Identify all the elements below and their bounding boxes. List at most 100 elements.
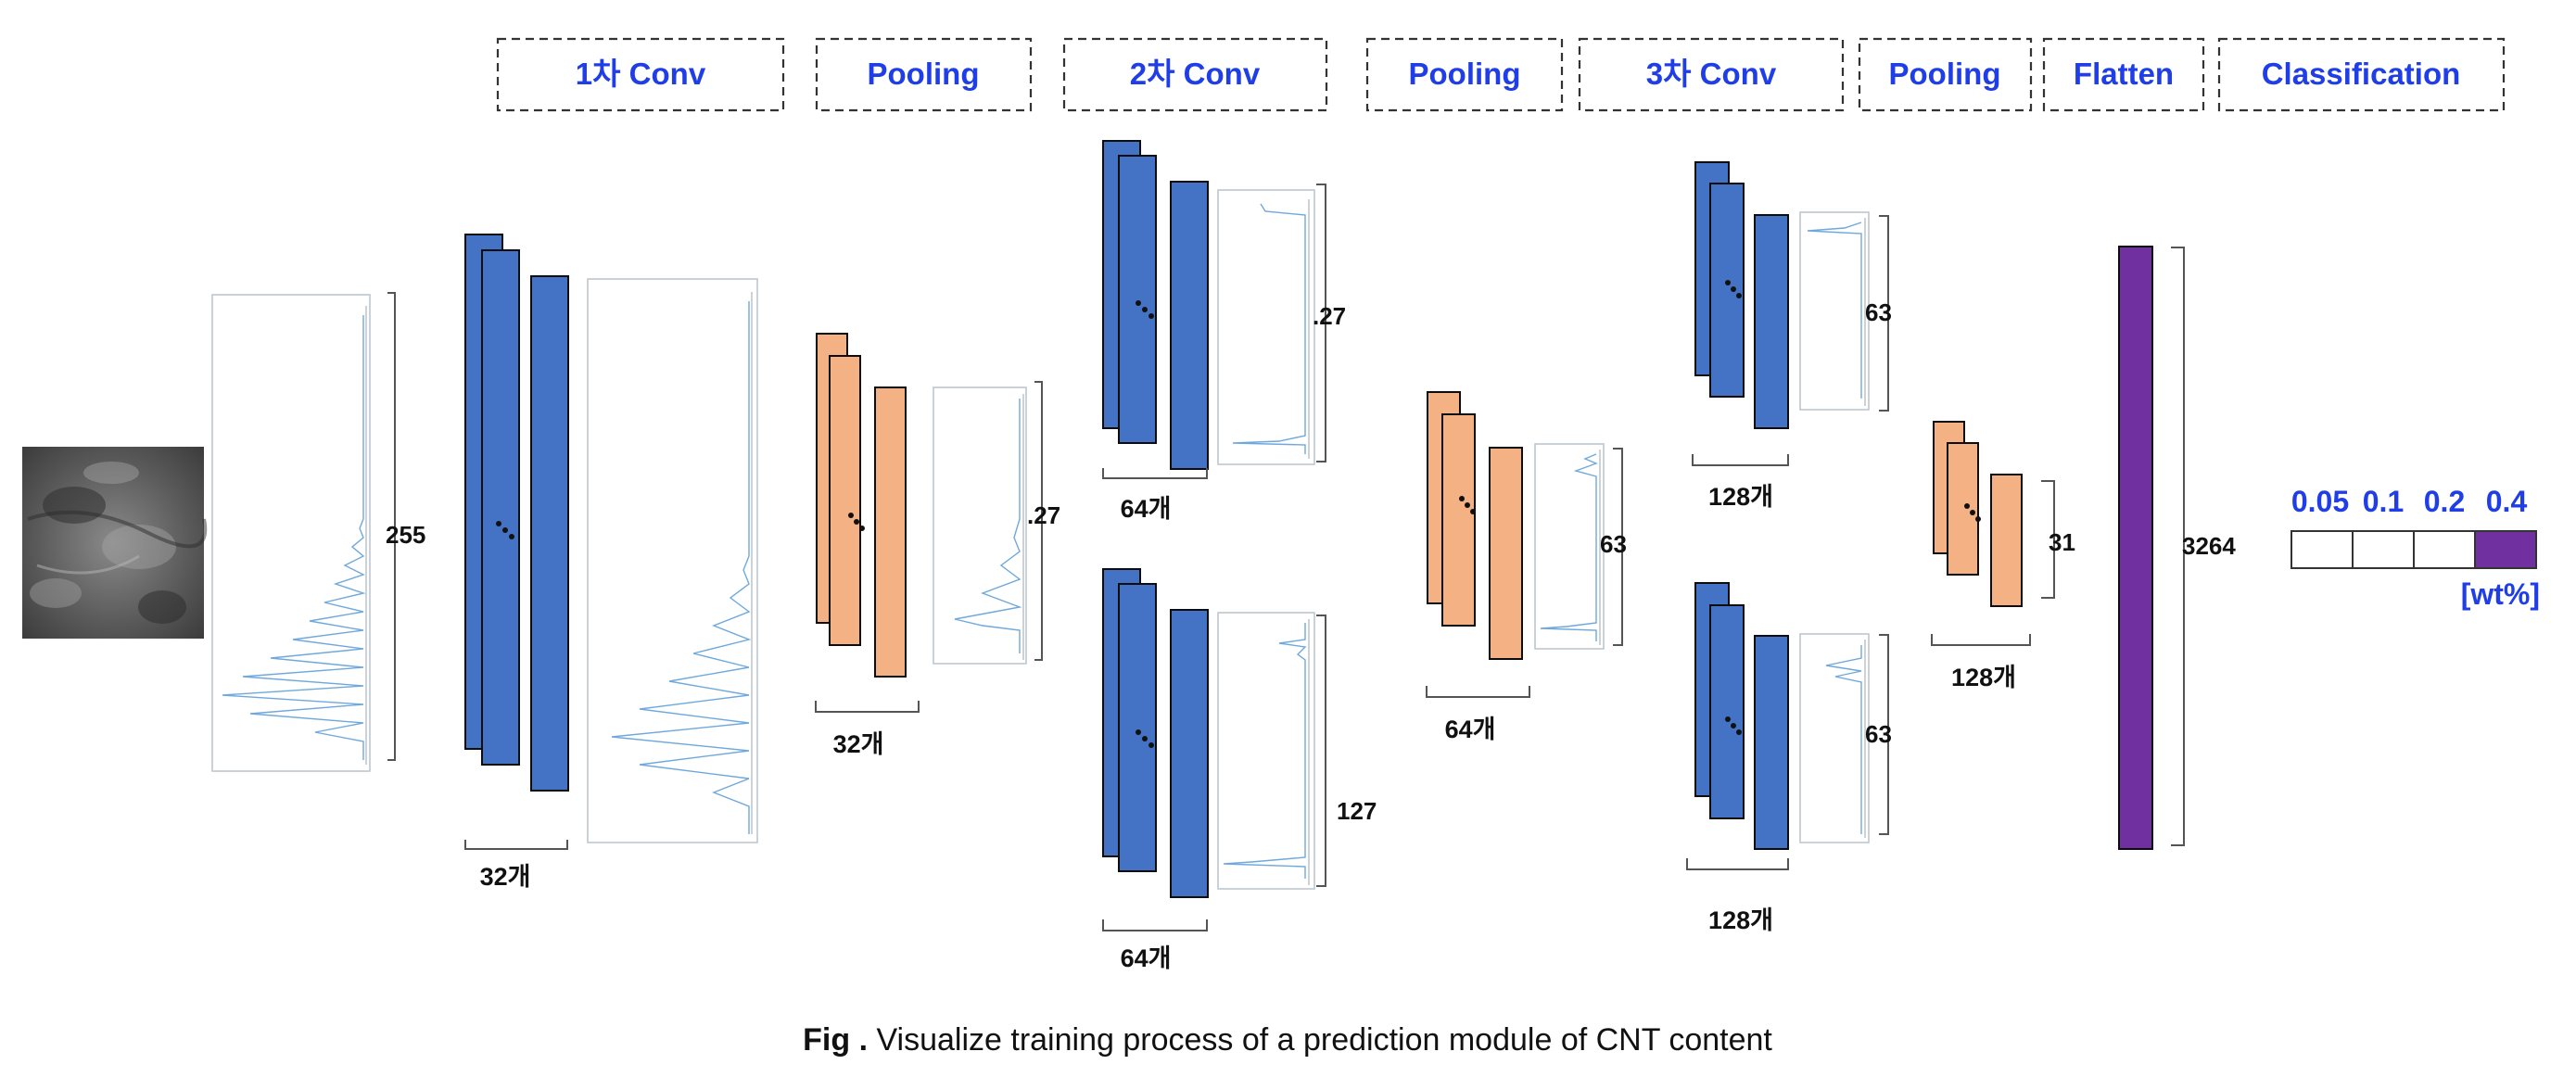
stage-conv1-label: 1차 Conv (576, 57, 706, 91)
conv3-top-feature-maps (1694, 161, 1789, 429)
stage-conv2-box (1062, 37, 1328, 112)
class-cell-3-highlighted (2474, 530, 2537, 569)
class-value-0: 0.05 (2291, 485, 2349, 518)
conv1-count-bracket (464, 840, 568, 850)
conv3-bottom-output-curve (1825, 645, 1862, 834)
pool1-dimension-label: .27 (1027, 501, 1060, 529)
pool2-map-front (1489, 447, 1523, 660)
stage-conv2: 2차 Conv (1062, 37, 1328, 112)
class-cell-1 (2352, 530, 2415, 569)
conv2-top-output-curve (1232, 203, 1306, 454)
stage-pool1-label: Pooling (868, 57, 980, 91)
class-cell-0 (2290, 530, 2354, 569)
pool2-count-bracket (1426, 686, 1530, 698)
conv3-bottom-count-bracket (1686, 858, 1789, 870)
input-spectrum-curve (222, 315, 366, 760)
pool3-count-bracket (1931, 634, 2031, 646)
pool1-output-curve (954, 399, 1022, 653)
conv3-top-output-curve (1807, 222, 1862, 399)
stage-conv2-label: 2차 Conv (1130, 57, 1261, 91)
conv2-top-feature-maps (1102, 140, 1209, 470)
conv1-output-frame (587, 278, 758, 843)
class-value-2: 0.2 (2424, 485, 2465, 518)
conv3-bottom-dimension-label: 63 (1865, 720, 1892, 748)
pool2-count-label: 64개 (1445, 716, 1496, 743)
pool1-map-middle (829, 355, 861, 646)
pool2-dimension-bracket (1613, 448, 1623, 646)
conv2-bottom-map-front (1170, 609, 1209, 898)
pool2-output-plot (1534, 443, 1605, 650)
figure-caption: Fig . Visualize training process of a pr… (803, 1022, 1772, 1058)
conv3-bottom-map-front (1754, 635, 1789, 850)
stage-classification: Classification (2217, 37, 2506, 112)
stage-pool1: Pooling (815, 37, 1033, 112)
conv1-map-front (530, 275, 569, 792)
pool1-map-front (874, 386, 907, 678)
conv1-output-curve (611, 301, 752, 834)
conv2-top-count-label: 64개 (1121, 495, 1172, 523)
stage-flatten-box (2042, 37, 2205, 112)
stage-conv1: 1차 Conv (496, 37, 785, 112)
pool2-map-middle (1441, 413, 1476, 627)
stage-pool1-box (815, 37, 1033, 112)
conv3-top-count-label: 128개 (1708, 483, 1773, 511)
figure-caption-prefix: Fig . (803, 1022, 868, 1058)
class-cell-2 (2413, 530, 2476, 569)
conv2-top-map-front (1170, 181, 1209, 470)
pool1-count-bracket (815, 701, 920, 713)
input-spectrum-plot (211, 294, 371, 772)
conv2-bottom-count-label: 64개 (1121, 944, 1172, 972)
conv3-top-dimension-bracket (1879, 215, 1889, 412)
conv2-bottom-output-curve (1223, 623, 1307, 879)
conv3-bottom-map-middle (1709, 604, 1745, 819)
conv3-bottom-output-plot (1799, 633, 1870, 843)
stage-classification-label: Classification (2262, 57, 2461, 91)
stage-header-row: 1차 Conv Pooling 2차 Conv Pooling 3차 Conv … (496, 37, 2506, 112)
pool3-count-label: 128개 (1951, 664, 2016, 691)
conv1-map-middle (481, 249, 520, 766)
stage-conv3-label: 3차 Conv (1646, 57, 1777, 91)
classification-output: 0.05 0.1 0.2 0.4 [wt%] (2290, 485, 2540, 611)
stage-classification-box (2217, 37, 2506, 112)
stage-pool2: Pooling (1365, 37, 1564, 112)
conv2-top-output-plot (1217, 189, 1315, 465)
conv2-top-output-frame (1217, 189, 1315, 465)
conv3-bottom-feature-maps (1694, 582, 1789, 850)
flatten-dimension-bracket (2171, 247, 2185, 846)
conv3-top-dimension-label: 63 (1865, 298, 1892, 326)
conv3-top-output-plot (1799, 211, 1870, 411)
conv3-top-map-front (1754, 214, 1789, 429)
stage-flatten: Flatten (2042, 37, 2205, 112)
pool2-dimension-label: 63 (1600, 530, 1627, 558)
conv2-bottom-output-plot (1217, 612, 1315, 890)
conv2-bottom-count-bracket (1102, 919, 1208, 931)
input-dimension-bracket (387, 292, 396, 761)
pool2-output-frame (1534, 443, 1605, 650)
figure-caption-text: Visualize training process of a predicti… (868, 1022, 1772, 1058)
class-value-1: 0.1 (2363, 485, 2404, 518)
class-value-3: 0.4 (2486, 485, 2528, 518)
conv2-bottom-feature-maps (1102, 568, 1209, 898)
conv2-bottom-dimension-bracket (1316, 615, 1326, 887)
stage-flatten-label: Flatten (2074, 57, 2174, 91)
conv1-feature-maps (464, 234, 569, 792)
flatten-dimension-label: 3264 (2182, 532, 2236, 560)
stage-pool3: Pooling (1858, 37, 2033, 112)
pool2-output-curve (1540, 453, 1598, 641)
conv2-bottom-map-middle (1118, 583, 1157, 872)
conv2-top-dimension-label: .27 (1313, 302, 1346, 330)
conv2-bottom-output-frame (1217, 612, 1315, 890)
conv2-bottom-dimension-label: 127 (1337, 797, 1377, 825)
pool1-feature-maps (816, 333, 907, 678)
conv2-top-dimension-bracket (1316, 184, 1326, 462)
stage-conv1-box (496, 37, 785, 112)
conv3-bottom-count-label: 128개 (1708, 906, 1773, 934)
pool1-output-plot (933, 386, 1027, 665)
class-unit-label: [wt%] (2461, 577, 2540, 611)
stage-pool3-label: Pooling (1889, 57, 2001, 91)
conv3-top-output-frame (1799, 211, 1870, 411)
conv1-output-plot (587, 278, 758, 843)
conv1-count-label: 32개 (480, 863, 531, 891)
pool2-feature-maps (1427, 391, 1523, 660)
